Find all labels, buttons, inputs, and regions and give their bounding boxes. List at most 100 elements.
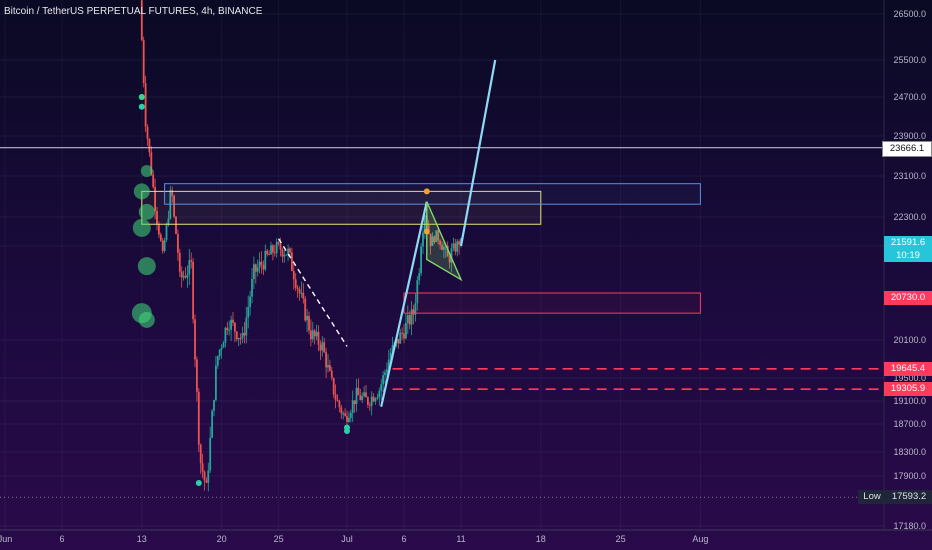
candle-body bbox=[254, 264, 257, 272]
candle-body bbox=[397, 338, 400, 344]
candle-body bbox=[272, 245, 274, 253]
candle-body bbox=[300, 292, 303, 294]
candle-body bbox=[346, 415, 348, 422]
candle-body bbox=[230, 319, 232, 330]
candle-body bbox=[380, 384, 383, 391]
candle-body bbox=[311, 330, 314, 340]
y-tick-label: 17900.0 bbox=[893, 471, 926, 481]
y-tick-label: 23900.0 bbox=[893, 131, 926, 141]
low-label: Low 17593.2 bbox=[858, 490, 932, 505]
candle-body bbox=[260, 261, 263, 265]
y-tick-label: 19500.0 bbox=[893, 373, 926, 383]
candle-body bbox=[353, 400, 356, 405]
candle-body bbox=[292, 270, 295, 280]
candle-body bbox=[199, 444, 202, 464]
signal-marker-orange bbox=[423, 188, 430, 195]
candle-body bbox=[277, 242, 280, 244]
candle-body bbox=[275, 242, 278, 253]
candle-body bbox=[389, 352, 392, 360]
candle-body bbox=[315, 331, 318, 337]
candle-body bbox=[220, 347, 223, 350]
candle-body bbox=[237, 338, 240, 340]
candle-body bbox=[182, 275, 185, 278]
candle-body bbox=[201, 463, 204, 472]
candle-body bbox=[348, 418, 350, 422]
candle-body bbox=[241, 332, 244, 339]
candle-body bbox=[249, 296, 251, 308]
candle-body bbox=[367, 397, 369, 405]
candle-body bbox=[435, 230, 438, 243]
candle-body bbox=[458, 241, 460, 245]
candle-body bbox=[368, 404, 371, 406]
candle-body bbox=[232, 319, 234, 323]
candle-body bbox=[454, 243, 457, 252]
x-tick-label: 25 bbox=[616, 534, 626, 544]
candle-body bbox=[209, 437, 212, 471]
candle-body bbox=[321, 342, 324, 351]
candle-body bbox=[313, 330, 316, 337]
candle-body bbox=[323, 342, 326, 353]
candle-body bbox=[418, 273, 421, 281]
candle-body bbox=[235, 331, 238, 340]
red-zone bbox=[403, 292, 701, 314]
candle-body bbox=[338, 401, 341, 408]
candle-body bbox=[332, 377, 335, 395]
candle-body bbox=[452, 243, 455, 249]
candle-body bbox=[363, 392, 365, 397]
candle-body bbox=[190, 260, 193, 262]
candle-body bbox=[196, 359, 198, 392]
candle-body bbox=[188, 260, 191, 275]
candle-body bbox=[410, 309, 413, 325]
candle-body bbox=[376, 397, 379, 399]
y-tick-label: 24700.0 bbox=[893, 92, 926, 102]
candle-body bbox=[439, 240, 441, 245]
candle-body bbox=[262, 264, 265, 270]
signal-marker bbox=[195, 479, 202, 486]
candle-body bbox=[226, 327, 229, 331]
candle-body bbox=[351, 400, 354, 413]
candle-body bbox=[304, 298, 307, 321]
candle-body bbox=[148, 138, 151, 153]
candle-body bbox=[325, 352, 327, 368]
candle-body bbox=[218, 349, 221, 356]
candle-body bbox=[279, 243, 282, 250]
candle-body bbox=[167, 218, 170, 225]
candle-body bbox=[207, 470, 210, 483]
candle-body bbox=[184, 275, 187, 278]
candle-body bbox=[330, 370, 333, 378]
candle-body bbox=[146, 126, 149, 139]
candle-body bbox=[422, 232, 424, 247]
candle-body bbox=[405, 323, 407, 339]
candle-body bbox=[294, 279, 297, 288]
candle-body bbox=[329, 364, 331, 371]
candle-body bbox=[382, 375, 384, 385]
candle-body bbox=[429, 233, 432, 246]
candle-body bbox=[266, 250, 269, 255]
candle-body bbox=[211, 410, 213, 438]
candle-body bbox=[437, 230, 440, 241]
blue-zone bbox=[164, 183, 701, 205]
candle-body bbox=[159, 234, 162, 241]
candle-body bbox=[386, 369, 388, 373]
candle-body bbox=[281, 249, 284, 257]
candle-body bbox=[403, 333, 405, 339]
candle-body bbox=[175, 216, 177, 234]
x-tick-label: 25 bbox=[274, 534, 284, 544]
volume-bubble bbox=[137, 257, 156, 276]
y-tick-label: 18300.0 bbox=[893, 447, 926, 457]
y-tick-label: 20100.0 bbox=[893, 335, 926, 345]
candle-body bbox=[450, 248, 453, 263]
candle-body bbox=[296, 287, 299, 289]
candle-body bbox=[154, 187, 156, 212]
candle-body bbox=[327, 364, 329, 368]
candle-body bbox=[161, 240, 164, 251]
candle-body bbox=[334, 394, 337, 400]
volume-bubble bbox=[138, 94, 145, 100]
candle-body bbox=[234, 322, 236, 332]
candle-body bbox=[372, 396, 375, 402]
bar-countdown: 10:19 bbox=[896, 249, 920, 261]
candle-body bbox=[273, 252, 276, 254]
signal-marker bbox=[344, 428, 350, 434]
